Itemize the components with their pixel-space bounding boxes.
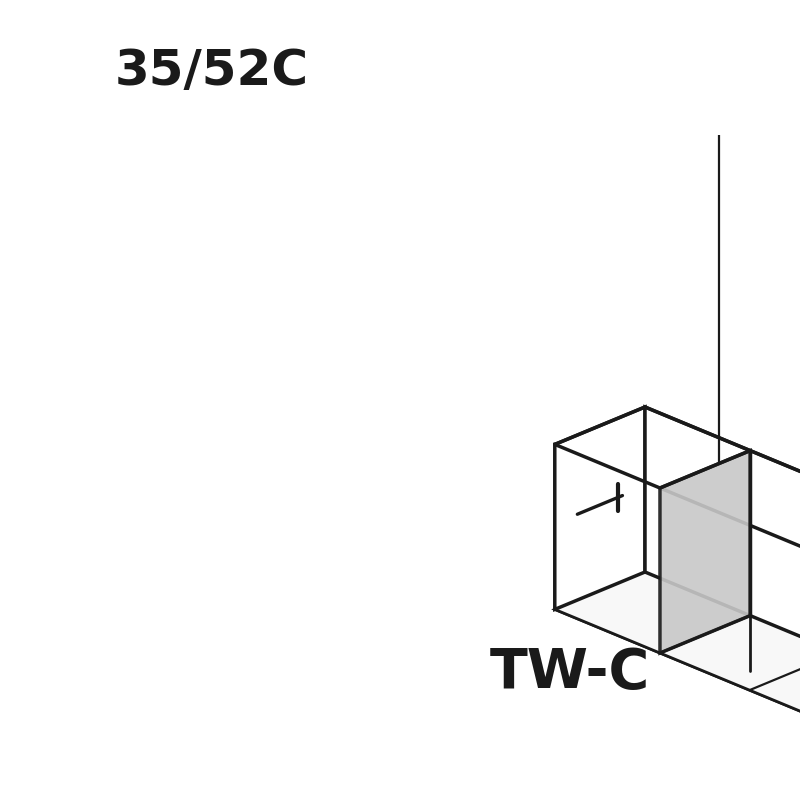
Polygon shape <box>645 407 800 734</box>
Polygon shape <box>555 407 645 610</box>
Text: TW-C: TW-C <box>490 646 650 700</box>
Text: 35/52C: 35/52C <box>115 47 309 95</box>
Polygon shape <box>555 572 800 771</box>
Polygon shape <box>660 450 750 653</box>
Polygon shape <box>555 444 800 771</box>
